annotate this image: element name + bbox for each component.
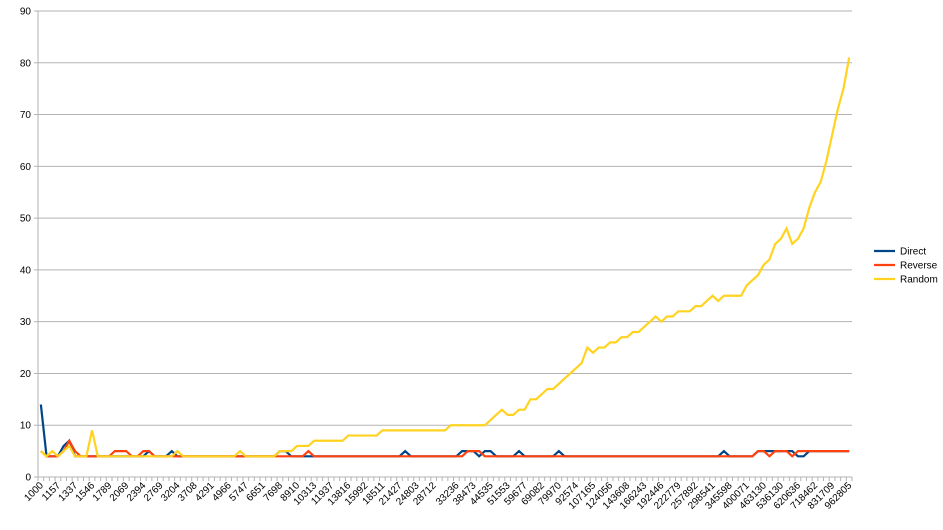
legend-label-reverse: Reverse [900, 261, 938, 272]
series-line-reverse [40, 438, 850, 458]
y-tick-label: 20 [20, 369, 32, 380]
y-tick-label: 60 [20, 162, 32, 173]
y-tick-label: 50 [20, 214, 32, 225]
series-line-random [40, 57, 851, 458]
y-tick-label: 80 [20, 58, 32, 69]
x-axis-ticks: 1000115713371546178920692394276932043708… [22, 477, 855, 512]
legend-label-direct: Direct [900, 247, 926, 258]
legend-label-random: Random [900, 275, 938, 286]
y-tick-label: 0 [25, 473, 31, 484]
gridlines [38, 10, 852, 478]
y-tick-label: 40 [20, 265, 32, 276]
y-tick-label: 10 [20, 421, 32, 432]
axes [37, 11, 852, 478]
series-lines [39, 57, 851, 458]
y-tick-label: 30 [20, 317, 32, 328]
y-tick-label: 70 [20, 110, 32, 121]
y-axis-ticks: 0 10 20 30 40 50 60 70 80 90 [20, 7, 38, 484]
legend: Direct Reverse Random [874, 247, 938, 286]
y-tick-label: 90 [20, 7, 32, 18]
